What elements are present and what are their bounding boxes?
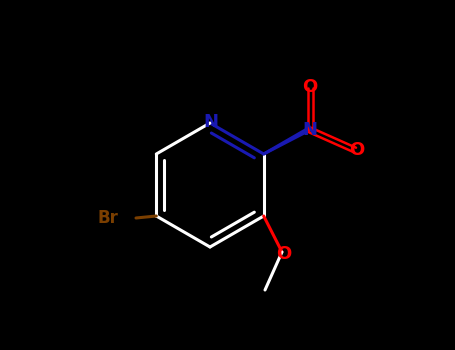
Text: N: N [303, 121, 318, 139]
Text: O: O [303, 78, 318, 96]
Text: N: N [203, 113, 218, 131]
Text: O: O [349, 141, 364, 159]
Text: O: O [276, 245, 292, 263]
Text: Br: Br [97, 209, 118, 227]
